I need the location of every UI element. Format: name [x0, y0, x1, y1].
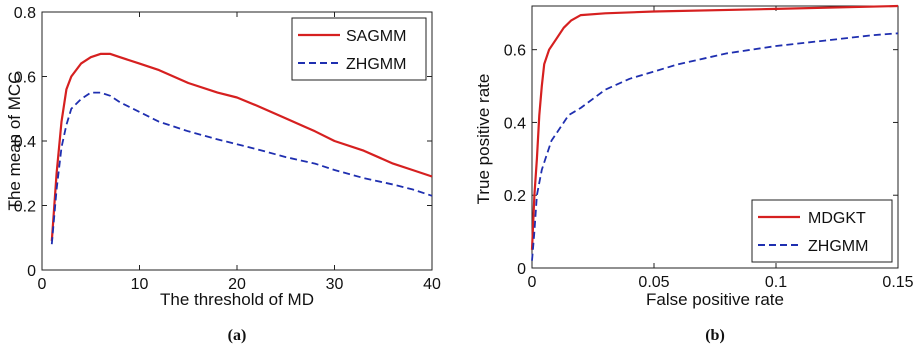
panel-a-y-tick-label: 0.8 [14, 5, 36, 22]
panel-b-x-tick-label: 0.05 [638, 274, 669, 291]
panel-b-y-tick-label: 0.6 [504, 43, 526, 60]
panel-a-x-tick-label: 40 [423, 276, 441, 293]
panel-b-ticks: 0 0.05 0.1 0.15 0 0.2 0.4 0.6 [504, 6, 914, 291]
panel-b-legend-label-mdgkt: MDGKT [808, 210, 866, 227]
panel-b-x-tick-label: 0.15 [882, 274, 913, 291]
panel-a-x-tick-label: 0 [38, 276, 47, 293]
panel-b-x-tick-label: 0.1 [765, 274, 787, 291]
panel-a-series-line-sagmm [50, 52, 433, 242]
panel-a-x-tick-label: 20 [228, 276, 246, 293]
panel-b-x-tick-label: 0 [528, 274, 537, 291]
panel-a-y-tick-label: 0.6 [14, 70, 36, 87]
panel-a-legend-box [291, 17, 427, 81]
panel-b-lines [530, 4, 899, 261]
panel-a: 0 10 20 30 40 0 0.2 0.4 0.6 0.8 The threshold of … [5, 5, 441, 344]
panel-b-series-line-zhgmm [531, 32, 899, 261]
panel-a-x-label: The threshold of MD [160, 290, 314, 309]
panel-b: 0 0.05 0.1 0.15 0 0.2 0.4 0.6 False positive ra… [474, 4, 914, 344]
panel-b-series-line-mdgkt [530, 4, 899, 250]
panel-a-caption: (a) [228, 327, 247, 344]
panel-a-legend-label-sagmm: SAGMM [346, 28, 406, 45]
panel-a-x-tick-label: 30 [326, 276, 344, 293]
panel-b-x-label: False positive rate [646, 290, 784, 309]
panel-a-legend-label-zhgmm: ZHGMM [346, 56, 406, 73]
panel-b-legend: MDGKT ZHGMM [751, 199, 893, 263]
panel-b-y-tick-label: 0 [517, 261, 526, 278]
panel-b-y-tick-label: 0.4 [504, 115, 526, 132]
panel-a-y-label: The mean of MCC [5, 72, 24, 211]
panel-b-legend-label-zhgmm: ZHGMM [808, 238, 868, 255]
panel-a-x-tick-label: 10 [131, 276, 149, 293]
panel-b-y-tick-label: 0.2 [504, 188, 526, 205]
panel-a-y-tick-label: 0.2 [14, 199, 36, 216]
panel-a-lines [50, 52, 433, 245]
panel-a-y-tick-label: 0 [27, 263, 36, 280]
panel-a-y-tick-label: 0.4 [14, 134, 36, 151]
panel-b-caption: (b) [705, 327, 725, 344]
panel-a-series-line-zhgmm [50, 91, 433, 245]
panel-b-legend-box [751, 199, 893, 263]
panel-a-ticks: 0 10 20 30 40 0 0.2 0.4 0.6 0.8 [14, 5, 441, 293]
panel-b-y-label: True positive rate [474, 74, 493, 205]
panel-a-legend: SAGMM ZHGMM [291, 17, 427, 81]
